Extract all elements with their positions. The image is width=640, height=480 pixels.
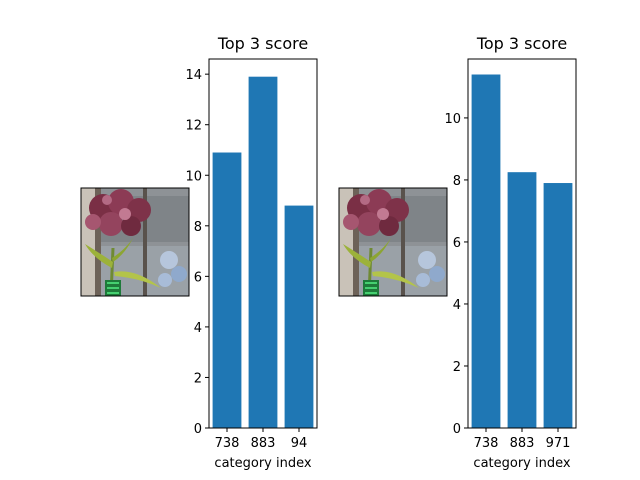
flower-photo-icon [79, 186, 191, 298]
x-tick-label: 94 [291, 436, 308, 451]
bar-738 [212, 152, 242, 428]
x-axis-label: category index [473, 456, 570, 471]
y-tick-label: 0 [194, 422, 202, 437]
bar-94 [284, 205, 314, 428]
thumbnail-2 [337, 186, 449, 298]
bar-chart-1: Top 3 score 738 883 94 0 2 4 6 8 10 12 14 category… [185, 34, 318, 471]
y-tick-label: 6 [194, 270, 202, 285]
bar-883 [248, 76, 278, 429]
y-tick-label: 8 [194, 220, 202, 235]
axes-frame [467, 58, 577, 429]
bar-883 [507, 172, 537, 428]
x-tick-label: 883 [251, 436, 276, 451]
chart-title: Top 3 score [476, 34, 567, 53]
bar-738 [471, 74, 501, 428]
chart-title: Top 3 score [217, 34, 308, 53]
y-tick-label: 8 [453, 174, 461, 189]
y-tick-label: 2 [453, 360, 461, 375]
x-tick-label: 883 [510, 436, 535, 451]
x-tick-label: 738 [474, 436, 499, 451]
y-tick-label: 14 [185, 68, 202, 83]
thumbnail-1 [79, 186, 191, 298]
x-tick-label: 971 [546, 436, 571, 451]
y-tick-label: 12 [185, 119, 202, 134]
x-axis-label: category index [214, 456, 311, 471]
y-tick-label: 4 [453, 298, 461, 313]
y-tick-label: 10 [185, 169, 202, 184]
bar-971 [543, 183, 573, 428]
y-tick-label: 10 [444, 112, 461, 127]
flower-photo-icon [337, 186, 449, 298]
y-tick-label: 6 [453, 236, 461, 251]
axes-frame [208, 58, 318, 429]
y-tick-label: 0 [453, 422, 461, 437]
y-tick-label: 2 [194, 371, 202, 386]
x-tick-label: 738 [215, 436, 240, 451]
bar-chart-2: Top 3 score 738 883 971 0 2 4 6 8 10 category in… [444, 34, 577, 471]
y-tick-label: 4 [194, 321, 202, 336]
